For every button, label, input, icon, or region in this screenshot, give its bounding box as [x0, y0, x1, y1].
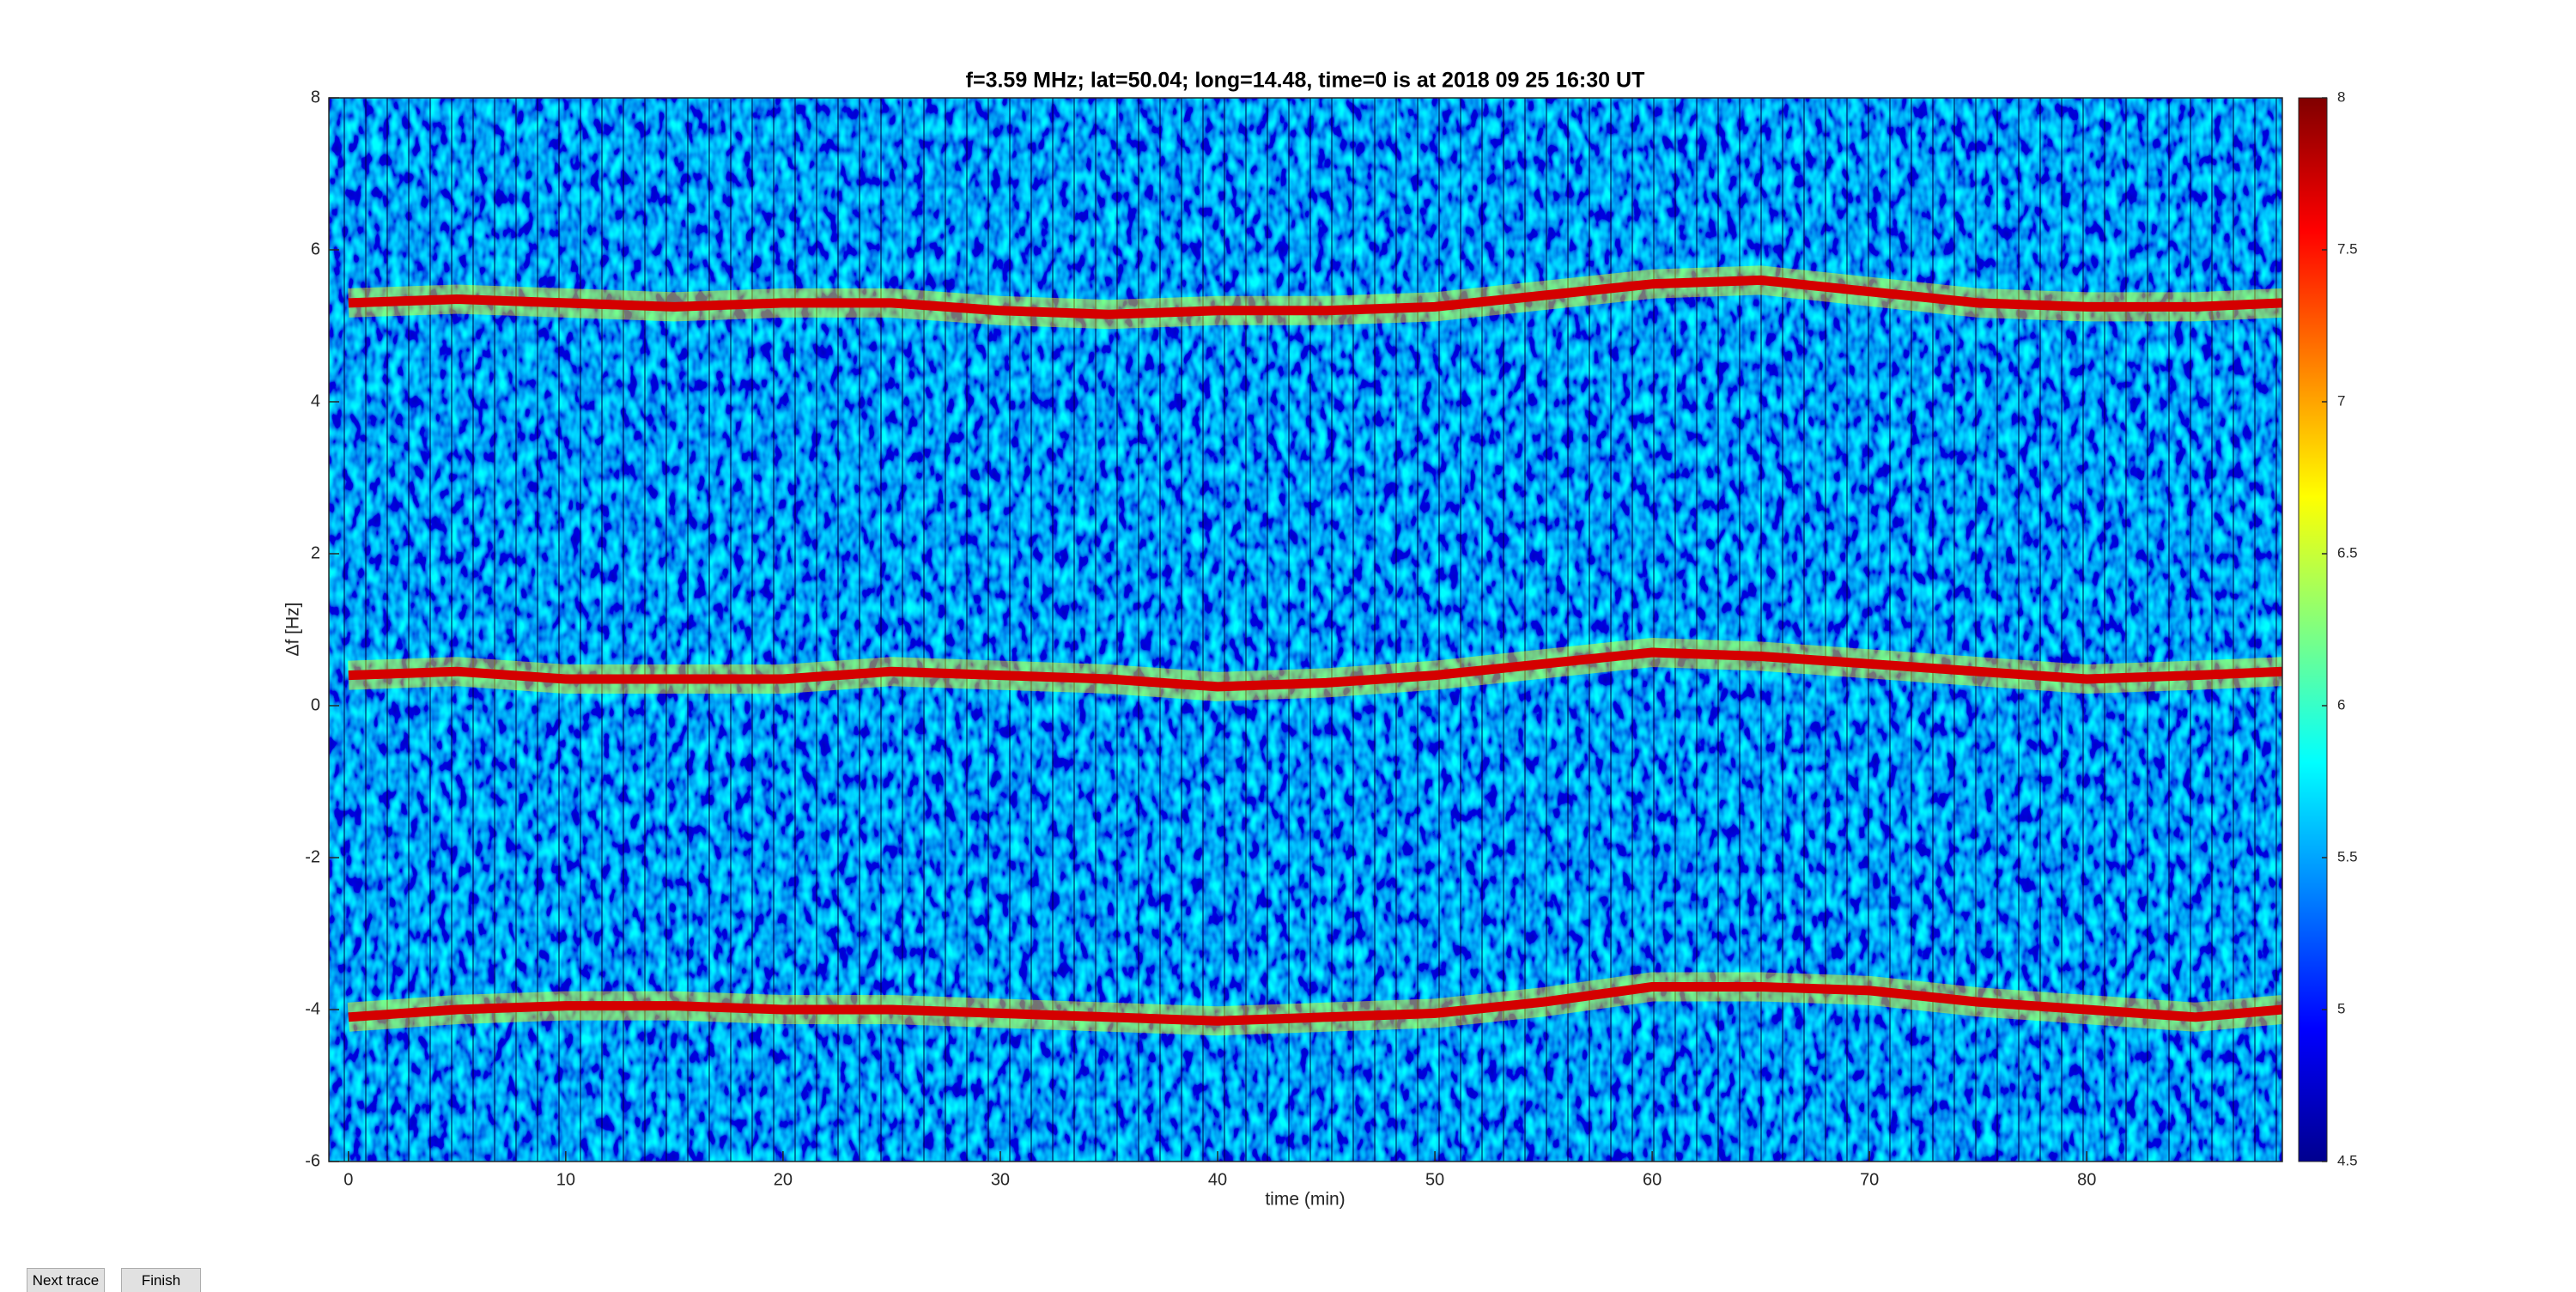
x-axis-label: time (min)	[1265, 1190, 1345, 1210]
y-tick-label: 2	[311, 543, 320, 562]
x-tick-label: 50	[1425, 1170, 1444, 1189]
chart-title: f=3.59 MHz; lat=50.04; long=14.48, time=…	[966, 69, 1645, 93]
y-tick-label: -6	[305, 1151, 320, 1170]
colorbar-tick-label: 6	[2337, 696, 2345, 713]
colorbar-tick-label: 5.5	[2337, 848, 2358, 864]
spectrogram-stripes	[329, 98, 2282, 1162]
trace	[348, 275, 2283, 319]
colorbar-tick-label: 5	[2337, 1000, 2345, 1016]
colorbar	[2298, 97, 2328, 1162]
y-axis-label: Δf [Hz]	[283, 602, 303, 656]
y-tick-label: 6	[311, 240, 320, 258]
next-trace-button[interactable]: Next trace	[27, 1268, 105, 1292]
x-tick-label: 40	[1208, 1170, 1227, 1189]
finish-button[interactable]: Finish	[121, 1268, 201, 1292]
x-tick-label: 10	[556, 1170, 575, 1189]
x-tick-label: 0	[343, 1170, 353, 1189]
y-tick-label: -2	[305, 847, 320, 866]
colorbar-tick-label: 7	[2337, 392, 2345, 409]
colorbar-tick-label: 6.5	[2337, 544, 2358, 561]
colorbar-tick-label: 8	[2337, 88, 2345, 105]
plot-frame	[328, 97, 2283, 1162]
trace	[348, 982, 2283, 1026]
x-tick-label: 30	[991, 1170, 1010, 1189]
figure: f=3.59 MHz; lat=50.04; long=14.48, time=…	[283, 69, 2358, 1210]
x-tick-label: 70	[1860, 1170, 1879, 1189]
y-tick-label: -4	[305, 999, 320, 1018]
x-tick-label: 80	[2077, 1170, 2096, 1189]
colorbar-tick-label: 4.5	[2337, 1152, 2358, 1168]
y-tick-label: 0	[311, 695, 320, 714]
x-tick-label: 20	[774, 1170, 793, 1189]
y-tick-label: 4	[311, 391, 320, 410]
x-tick-label: 60	[1643, 1170, 1662, 1189]
trace	[348, 647, 2283, 692]
colorbar-tick-label: 7.5	[2337, 240, 2358, 257]
y-tick-label: 8	[311, 88, 320, 106]
